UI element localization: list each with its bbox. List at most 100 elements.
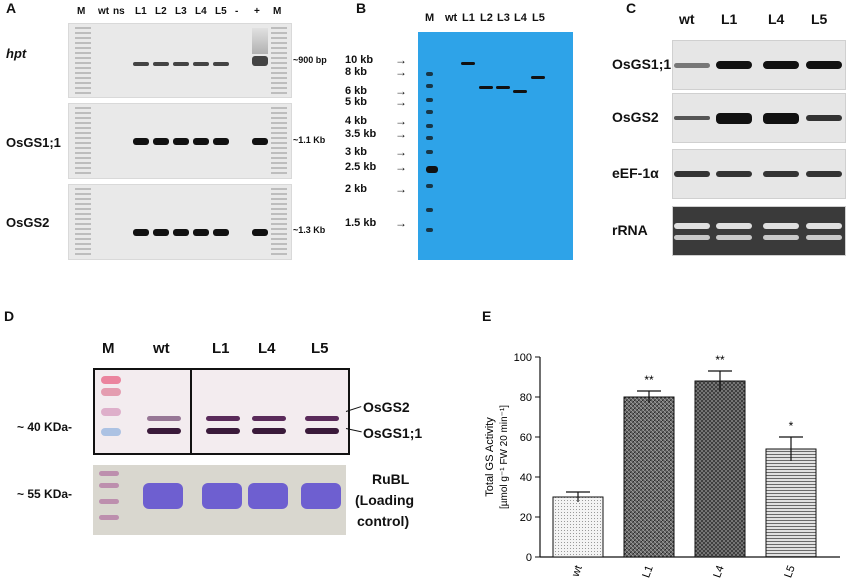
panel-e-label: E — [482, 308, 492, 324]
panel-d-western-blot — [93, 368, 350, 455]
panel-c-row-label: rRNA — [612, 222, 648, 238]
gel-band — [806, 171, 842, 177]
panel-d-loading-1: (Loading — [355, 492, 415, 508]
panel-a-lane-label: M — [273, 6, 282, 17]
western-band — [206, 428, 240, 434]
panel-a-gel-osgs2 — [68, 184, 292, 260]
panel-b-marker-arrow: → — [395, 95, 407, 109]
western-band — [305, 428, 339, 434]
panel-c-gel — [672, 40, 846, 90]
x-tick-label: L1 — [640, 564, 655, 580]
panel-a-size-hpt: ~900 bp — [293, 55, 327, 65]
panel-b-marker-label: 8 kb — [345, 66, 368, 78]
ladder-spot — [426, 72, 433, 76]
panel-d-lane-label: L5 — [311, 340, 329, 357]
panel-d-size-40: ~ 40 KDa- — [17, 420, 73, 434]
panel-b-marker-arrow: → — [395, 84, 407, 98]
marker-band — [101, 388, 121, 396]
western-band — [206, 416, 240, 421]
panel-d-label: D — [4, 308, 15, 324]
rrna-band — [806, 223, 842, 229]
marker-band — [99, 499, 119, 504]
panel-b-marker-label: 2.5 kb — [345, 161, 377, 173]
gel-band — [193, 138, 209, 145]
gel-band — [806, 61, 842, 69]
panel-a-lane-label: M — [77, 6, 86, 17]
y-tick-label: 80 — [520, 392, 532, 404]
western-band — [252, 428, 286, 434]
y-tick-label: 100 — [514, 352, 532, 364]
panel-b-marker-label: 3.5 kb — [345, 128, 377, 140]
panel-b-marker-label: 2 kb — [345, 183, 368, 195]
ladder — [75, 107, 91, 175]
gel-band — [716, 61, 752, 69]
panel-a-lane-label: wt — [98, 6, 110, 17]
gel-band — [153, 62, 169, 66]
gel-band — [133, 138, 149, 145]
ladder-spot — [426, 124, 433, 128]
panel-b-marker-arrow: → — [395, 145, 407, 159]
panel-b-lane-label: L1 — [462, 12, 475, 24]
panel-b-lane-label: L3 — [497, 12, 510, 24]
y-tick-label: 40 — [520, 472, 532, 484]
panel-d-lane-label: L4 — [258, 340, 276, 357]
panel-c-gel — [672, 206, 846, 256]
ladder-spot — [426, 150, 433, 154]
ladder-spot — [426, 166, 438, 173]
y-axis-title-line1: Total GS Activity — [484, 417, 496, 497]
panel-c-gel — [672, 149, 846, 199]
panel-b-marker-label: 5 kb — [345, 96, 368, 108]
panel-d-blot-divider — [190, 368, 192, 455]
gel-band — [173, 62, 189, 66]
rrna-band — [763, 235, 799, 240]
panel-b-lane-label: L4 — [514, 12, 527, 24]
panel-d-size-55: ~ 55 KDa- — [17, 487, 73, 501]
marker-band — [101, 376, 121, 384]
rubl-band — [202, 483, 242, 509]
panel-c-lane-label: L1 — [721, 11, 738, 27]
bar-L5 — [765, 448, 817, 558]
gel-band — [252, 229, 268, 236]
ladder-spot — [426, 110, 433, 114]
panel-b-marker-arrow: → — [395, 216, 407, 230]
gel-band — [213, 62, 229, 66]
blot-band — [531, 76, 545, 79]
panel-d-lane-label: L1 — [212, 340, 230, 357]
panel-a-label: A — [6, 0, 17, 16]
rubl-band — [248, 483, 288, 509]
bar-L1 — [623, 396, 675, 558]
y-tick-label: 0 — [526, 552, 532, 564]
panel-b-marker-label: 10 kb — [345, 54, 374, 66]
gel-band — [193, 229, 209, 236]
panel-c-row-label: OsGS1;1 — [612, 56, 672, 72]
panel-b-blot — [418, 32, 573, 260]
western-band — [147, 428, 181, 434]
panel-e-bar-chart: 0 20 40 60 80 100 Total GS Activity [µmol g⁻¹ F… — [484, 352, 840, 580]
gel-band — [674, 171, 710, 177]
panel-a-lane-label: ns — [113, 6, 125, 17]
gel-band — [806, 115, 842, 121]
ladder-spot — [426, 84, 433, 88]
ladder — [75, 27, 91, 95]
panel-a-gel-hpt — [68, 23, 292, 98]
panel-b-marker-arrow: → — [395, 160, 407, 174]
panel-d-loading-2: control) — [357, 513, 410, 529]
gel-band — [193, 62, 209, 66]
ladder-spot — [426, 184, 433, 188]
ladder-spot — [426, 136, 433, 140]
gel-band — [716, 171, 752, 177]
gel-band — [763, 171, 799, 177]
panel-a-row-label-hpt: hpt — [6, 46, 27, 61]
rrna-band — [674, 235, 710, 240]
rrna-band — [806, 235, 842, 240]
gel-band — [763, 112, 799, 124]
ladder — [75, 188, 91, 256]
panel-b-marker-arrow: → — [395, 53, 407, 67]
panel-b-label: B — [356, 0, 367, 16]
gel-band — [133, 62, 149, 66]
panel-a-lane-label: L4 — [195, 6, 207, 17]
western-band — [305, 416, 339, 421]
gel-band — [716, 112, 752, 124]
gel-band — [763, 61, 799, 69]
panel-a-lane-label: L1 — [135, 6, 147, 17]
